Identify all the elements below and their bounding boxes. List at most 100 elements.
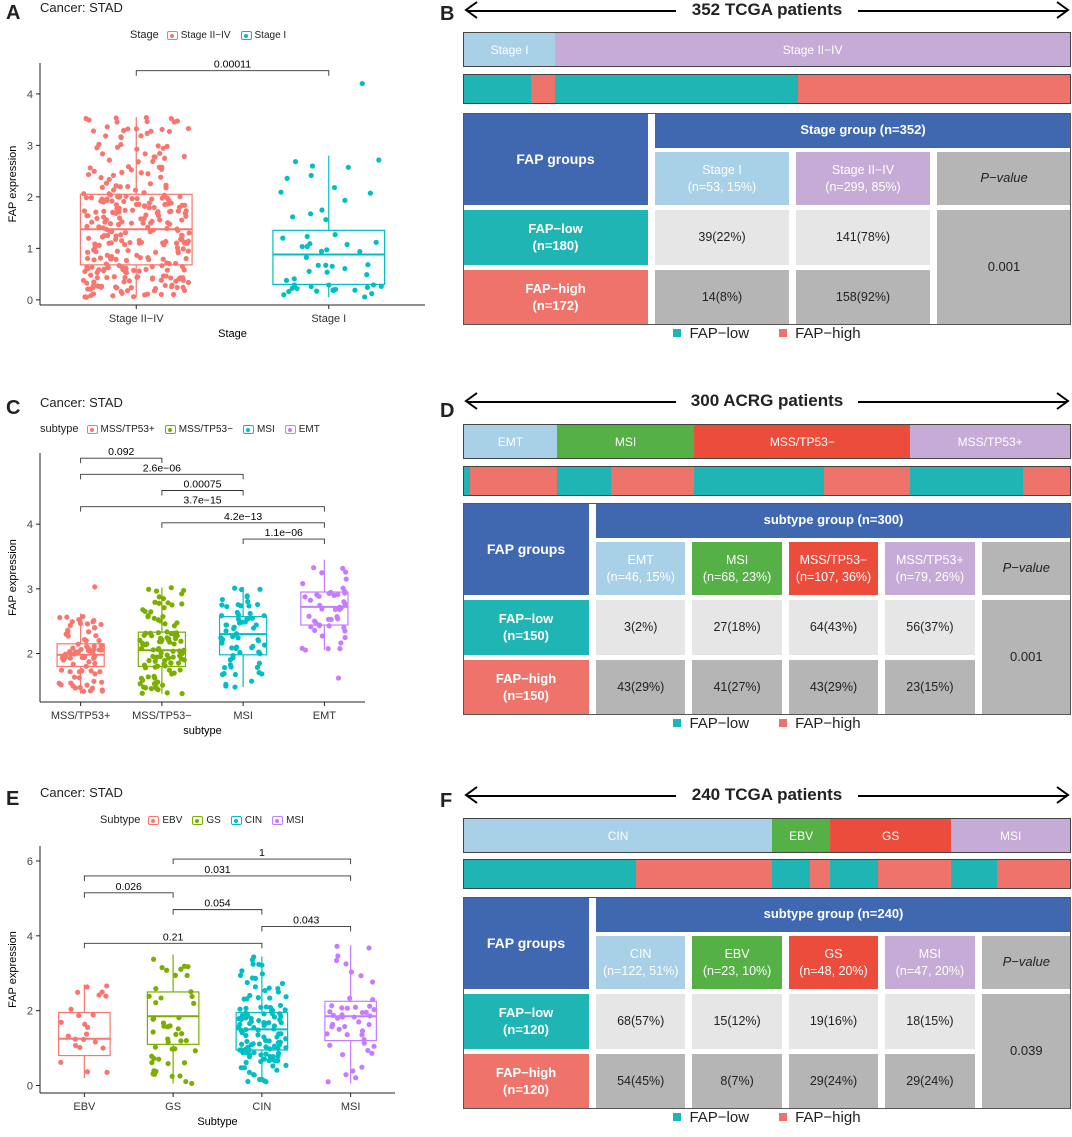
data-point <box>164 267 170 273</box>
row-count: (n=120) <box>503 1081 549 1097</box>
data-point <box>141 632 147 638</box>
data-point <box>118 232 124 238</box>
data-point <box>352 1004 359 1010</box>
comparison-bracket <box>242 538 325 545</box>
data-point <box>58 667 65 673</box>
data-point <box>100 268 107 274</box>
data-point <box>174 284 180 291</box>
cohort-header: 300 ACRG patients <box>463 390 1071 412</box>
data-point <box>85 1024 91 1030</box>
row-count: (n=150) <box>503 627 549 643</box>
data-point <box>164 690 170 696</box>
data-point <box>145 254 151 261</box>
data-point <box>90 283 97 289</box>
data-point <box>262 987 268 994</box>
data-point <box>232 671 238 678</box>
comparison-pvalue: 0.00011 <box>214 59 251 71</box>
data-point <box>70 645 76 651</box>
data-point <box>144 118 150 125</box>
data-point <box>96 224 102 230</box>
data-point <box>175 660 182 666</box>
comparison-bracket <box>80 473 244 480</box>
data-point <box>256 1017 262 1024</box>
data-point <box>342 628 348 634</box>
legend-item: MSS/TP53+ <box>86 424 155 435</box>
cohort-header: 240 TCGA patients <box>463 784 1071 806</box>
data-point <box>123 257 130 264</box>
data-point <box>250 643 256 649</box>
group-column-header: Stage I (n=53, 15%) <box>655 152 789 205</box>
data-point <box>245 1078 251 1085</box>
data-point <box>311 565 317 571</box>
data-point <box>152 658 158 664</box>
data-point <box>153 986 159 992</box>
group-column-header: MSS/TP53− (n=107, 36%) <box>788 542 879 595</box>
data-point <box>352 287 358 293</box>
fap-high-row-label: FAP−high (n=120) <box>463 1054 589 1109</box>
data-point <box>183 1037 189 1044</box>
y-tick-label: 2 <box>27 648 33 660</box>
data-point <box>58 1019 64 1025</box>
fap-bar-segment <box>611 467 695 495</box>
data-point <box>160 595 167 602</box>
data-point <box>351 1014 357 1020</box>
data-point <box>89 685 96 691</box>
data-point <box>84 621 91 627</box>
data-point <box>357 249 363 255</box>
table-cell: 43(29%) <box>788 660 879 715</box>
data-point <box>113 183 119 189</box>
data-point <box>127 239 133 246</box>
data-point <box>376 157 382 163</box>
data-point <box>179 217 185 223</box>
row-label: FAP−high <box>495 1064 557 1080</box>
data-point <box>157 217 163 223</box>
data-point <box>79 668 85 674</box>
data-point <box>342 1023 348 1030</box>
data-point <box>231 625 237 632</box>
data-point <box>246 1054 253 1060</box>
outlier-point <box>335 675 342 681</box>
comparison-pvalue: 4.2e−13 <box>224 511 262 523</box>
data-point <box>155 213 162 219</box>
data-point <box>164 629 170 635</box>
data-point <box>62 651 69 657</box>
fap-groups-header: FAP groups <box>463 503 589 595</box>
data-point <box>77 684 83 691</box>
fap-bar-segment <box>464 860 636 888</box>
data-point <box>121 279 127 285</box>
data-point <box>173 1031 179 1037</box>
data-point <box>96 992 102 998</box>
data-point <box>86 629 92 635</box>
legend-item: FAP−high <box>779 325 861 342</box>
data-point <box>169 1073 175 1079</box>
legend-square-icon <box>779 329 788 337</box>
data-point <box>122 207 128 213</box>
data-point <box>171 641 177 647</box>
data-point <box>168 660 174 666</box>
table-cell: 27(18%) <box>692 600 782 655</box>
data-point <box>344 1032 350 1038</box>
data-point <box>70 683 76 689</box>
data-point <box>337 646 343 652</box>
data-point <box>283 994 289 1000</box>
data-point <box>254 601 261 608</box>
data-point <box>306 268 312 274</box>
data-point <box>87 286 94 292</box>
box <box>146 991 200 1045</box>
data-point <box>244 996 250 1002</box>
data-point <box>179 237 185 243</box>
data-point <box>143 685 149 691</box>
data-point <box>173 260 179 267</box>
data-point <box>146 586 152 592</box>
y-tick-label: 4 <box>27 931 33 943</box>
data-point <box>71 674 78 680</box>
data-point <box>145 171 151 177</box>
data-point <box>243 1049 249 1056</box>
data-point <box>152 599 158 605</box>
group-bar-segment: Stage I <box>464 33 556 66</box>
data-point <box>299 645 305 651</box>
comparison-bracket <box>161 490 244 496</box>
row-label: FAP−low <box>528 220 583 236</box>
box-plot-a: 0 1 2 3 4 FAP expression Stage II−IV Stage I Sta… <box>7 59 425 340</box>
data-point <box>241 1065 248 1071</box>
